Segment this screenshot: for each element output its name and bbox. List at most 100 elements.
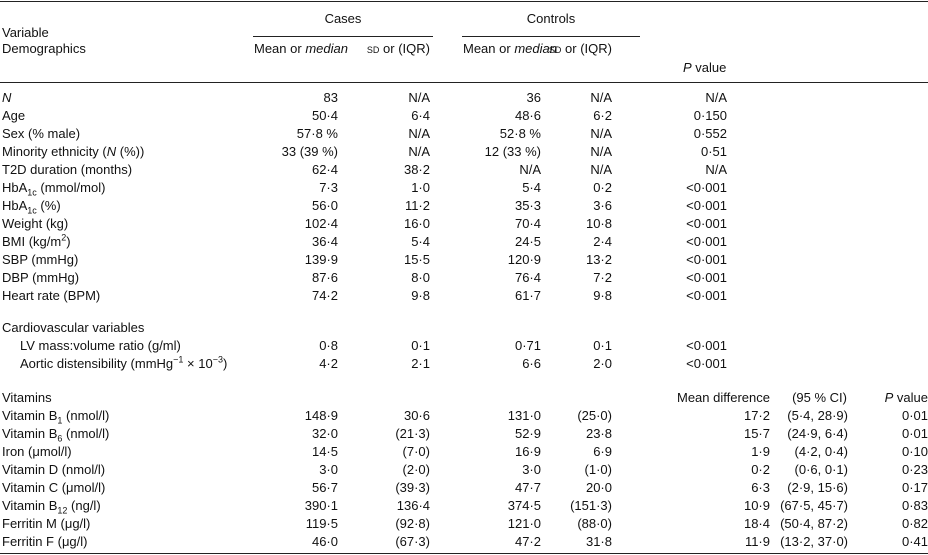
cell: <0·001 bbox=[686, 338, 727, 353]
column-header: Mean or median bbox=[463, 40, 557, 58]
cell: 36 bbox=[526, 90, 541, 105]
cell: N/A bbox=[705, 162, 727, 177]
cell: 16·0 bbox=[403, 216, 430, 231]
cell: 10·9 bbox=[743, 498, 770, 513]
section-title: Demographics bbox=[2, 41, 86, 56]
text-piece: 1 bbox=[57, 415, 63, 426]
cell: (7·0) bbox=[402, 444, 430, 459]
text-piece: or (IQR) bbox=[379, 41, 430, 56]
cell: (21·3) bbox=[395, 426, 430, 441]
cell: 2·1 bbox=[411, 356, 430, 371]
cell: 36·4 bbox=[311, 234, 338, 249]
cell: N/A bbox=[408, 90, 430, 105]
cell: 139·9 bbox=[304, 252, 338, 267]
row-label: T2D duration (months) bbox=[2, 162, 133, 177]
row-label: SBP (mmHg) bbox=[2, 252, 79, 267]
text-piece: HbA bbox=[2, 180, 28, 195]
cell: (88·0) bbox=[577, 516, 612, 531]
text-piece: HbA bbox=[2, 198, 28, 213]
cell: <0·001 bbox=[686, 198, 727, 213]
text-piece: P bbox=[683, 60, 692, 75]
cell: 62·4 bbox=[311, 162, 338, 177]
cell: 0·552 bbox=[693, 126, 727, 141]
cell: 61·7 bbox=[514, 288, 541, 303]
cell: 0·1 bbox=[411, 338, 430, 353]
column-header: Mean difference bbox=[677, 390, 770, 405]
column-header: P value bbox=[683, 59, 726, 77]
cell: 17·2 bbox=[743, 408, 770, 423]
cell: (151·3) bbox=[570, 498, 612, 513]
text-piece: Minority ethnicity ( bbox=[2, 144, 107, 159]
cell: 56·7 bbox=[311, 480, 338, 495]
cell: 32·0 bbox=[311, 426, 338, 441]
cell: (92·8) bbox=[395, 516, 430, 531]
cell: 1·0 bbox=[411, 180, 430, 195]
row-label: LV mass:volume ratio (g/ml) bbox=[20, 338, 181, 353]
text-piece: ) bbox=[66, 234, 71, 249]
cell: 47·2 bbox=[514, 534, 541, 549]
cell: (67·3) bbox=[395, 534, 430, 549]
row-label: DBP (mmHg) bbox=[2, 270, 80, 285]
cell: 52·8 % bbox=[499, 126, 541, 141]
cell: 0·51 bbox=[700, 144, 727, 159]
cell: 3·0 bbox=[319, 462, 338, 477]
cell: N/A bbox=[590, 162, 612, 177]
cell: 0·01 bbox=[901, 408, 928, 423]
cell: 38·2 bbox=[403, 162, 430, 177]
text-piece: N bbox=[2, 90, 12, 105]
cell: (5·4, 28·9) bbox=[787, 408, 848, 423]
cell: (67·5, 45·7) bbox=[780, 498, 848, 513]
cell: 12 (33 %) bbox=[484, 144, 541, 159]
cell: 30·6 bbox=[403, 408, 430, 423]
cell: 3·6 bbox=[593, 198, 612, 213]
cell: 18·4 bbox=[743, 516, 770, 531]
text-piece: 2 bbox=[61, 232, 67, 243]
cell: 76·4 bbox=[514, 270, 541, 285]
row-label: Aortic distensibility (mmHg−1 × 10−3) bbox=[20, 355, 227, 373]
cell: 0·1 bbox=[593, 338, 612, 353]
cell: 1·9 bbox=[751, 444, 770, 459]
text-piece: sd bbox=[548, 41, 562, 56]
cases-rule bbox=[253, 36, 433, 37]
column-header: Mean or median bbox=[254, 40, 348, 58]
cell: 0·01 bbox=[901, 426, 928, 441]
cell: 0·150 bbox=[693, 108, 727, 123]
text-piece: N bbox=[106, 144, 117, 159]
text-piece: Mean or bbox=[463, 41, 515, 56]
header-rule bbox=[0, 82, 928, 83]
cell: 47·7 bbox=[514, 480, 541, 495]
text-piece: Vitamin B bbox=[2, 498, 58, 513]
cell: <0·001 bbox=[686, 216, 727, 231]
column-header: sd or (IQR) bbox=[549, 40, 612, 58]
cell: 83 bbox=[323, 90, 338, 105]
cell: (25·0) bbox=[577, 408, 612, 423]
cell: 9·8 bbox=[593, 288, 612, 303]
text-piece: (ng/l) bbox=[67, 498, 101, 513]
text-piece: (nmol/l) bbox=[62, 408, 110, 423]
cell: <0·001 bbox=[686, 356, 727, 371]
cell: 131·0 bbox=[507, 408, 541, 423]
cell: 33 (39 %) bbox=[281, 144, 338, 159]
cell: N/A bbox=[519, 162, 541, 177]
cell: 6·9 bbox=[593, 444, 612, 459]
cell: 35·3 bbox=[514, 198, 541, 213]
group-header: Controls bbox=[526, 11, 576, 26]
cell: 48·6 bbox=[514, 108, 541, 123]
cell: (39·3) bbox=[395, 480, 430, 495]
cell: 23·8 bbox=[585, 426, 612, 441]
cell: 0·71 bbox=[514, 338, 541, 353]
cell: (2·0) bbox=[402, 462, 430, 477]
cell: 15·5 bbox=[403, 252, 430, 267]
cell: 121·0 bbox=[507, 516, 541, 531]
cell: 0·83 bbox=[901, 498, 928, 513]
cell: 7·3 bbox=[319, 180, 338, 195]
text-piece: 12 bbox=[57, 505, 68, 516]
text-piece: value bbox=[893, 390, 928, 405]
row-label: HbA1c (mmol/mol) bbox=[2, 179, 105, 197]
cell: N/A bbox=[590, 90, 612, 105]
text-piece: or (IQR) bbox=[561, 41, 612, 56]
cell: 0·23 bbox=[901, 462, 928, 477]
text-piece: Mean or bbox=[254, 41, 306, 56]
text-piece: (mmol/mol) bbox=[36, 180, 106, 195]
cell: (1·0) bbox=[584, 462, 612, 477]
